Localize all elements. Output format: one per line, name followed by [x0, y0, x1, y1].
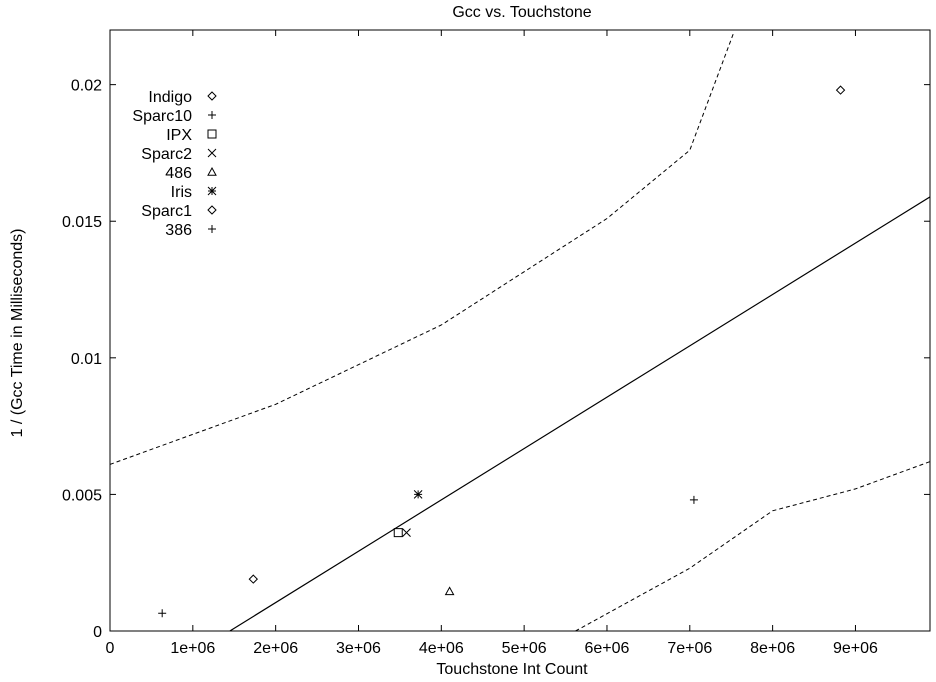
data-point-sparc1 — [248, 574, 259, 584]
x-axis-label: Touchstone Int Count — [436, 661, 588, 678]
upper-confidence-band — [110, 32, 735, 465]
legend-marker-diamond — [207, 91, 217, 101]
legend-label: Iris — [171, 184, 192, 201]
fit-lines — [110, 32, 930, 631]
legend-label: Indigo — [148, 89, 192, 106]
legend-marker-square — [207, 129, 217, 139]
legend-label: 486 — [165, 165, 192, 182]
x-tick-label: 7e+06 — [667, 640, 712, 657]
lower-confidence-band — [575, 461, 930, 631]
legend-label: Sparc2 — [141, 146, 192, 163]
x-tick-label: 5e+06 — [502, 640, 547, 657]
legend-label: 386 — [165, 222, 192, 239]
x-axis: 0 1e+06 2e+06 3e+06 4e+06 5e+06 6e+06 7e+06 8e+0… — [106, 30, 878, 657]
plot-frame — [109, 29, 931, 632]
y-tick-label: 0 — [93, 624, 102, 641]
y-axis-label: 1 / (Gcc Time in Milliseconds) — [9, 229, 26, 438]
x-tick-label: 2e+06 — [253, 640, 298, 657]
legend-marker-cross — [207, 148, 217, 158]
y-axis: 0 0.005 0.01 0.015 0.02 — [62, 78, 930, 641]
data-point-386 — [158, 609, 167, 618]
fit-line — [229, 196, 930, 631]
legend-marker-plus — [208, 111, 216, 119]
legend-marker-diamond — [207, 205, 217, 215]
data-points — [158, 85, 846, 618]
x-tick-label: 3e+06 — [336, 640, 381, 657]
data-point-sparc10 — [689, 495, 698, 504]
x-tick-label: 0 — [106, 640, 115, 657]
legend: Indigo Sparc10 IPX Sparc2 486 Iris Sparc1 386 — [132, 89, 217, 239]
chart-title: Gcc vs. Touchstone — [452, 4, 591, 21]
legend-marker-star — [207, 186, 217, 196]
y-tick-label: 0.01 — [71, 351, 102, 368]
data-point-486 — [444, 586, 455, 596]
data-point-indigo — [835, 85, 846, 95]
x-tick-label: 8e+06 — [750, 640, 795, 657]
x-tick-label: 1e+06 — [170, 640, 215, 657]
legend-marker-plus — [208, 225, 216, 233]
x-tick-label: 9e+06 — [833, 640, 878, 657]
legend-marker-triangle — [207, 166, 217, 176]
data-point-sparc2 — [402, 528, 411, 538]
y-tick-label: 0.015 — [62, 214, 102, 231]
data-point-iris-star — [413, 490, 423, 499]
y-tick-label: 0.005 — [62, 487, 102, 504]
x-tick-label: 6e+06 — [585, 640, 630, 657]
legend-label: IPX — [166, 127, 192, 144]
x-tick-label: 4e+06 — [419, 640, 464, 657]
legend-label: Sparc1 — [141, 203, 192, 220]
data-point-ipx — [393, 528, 403, 538]
y-tick-label: 0.02 — [71, 78, 102, 95]
legend-label: Sparc10 — [132, 108, 192, 125]
